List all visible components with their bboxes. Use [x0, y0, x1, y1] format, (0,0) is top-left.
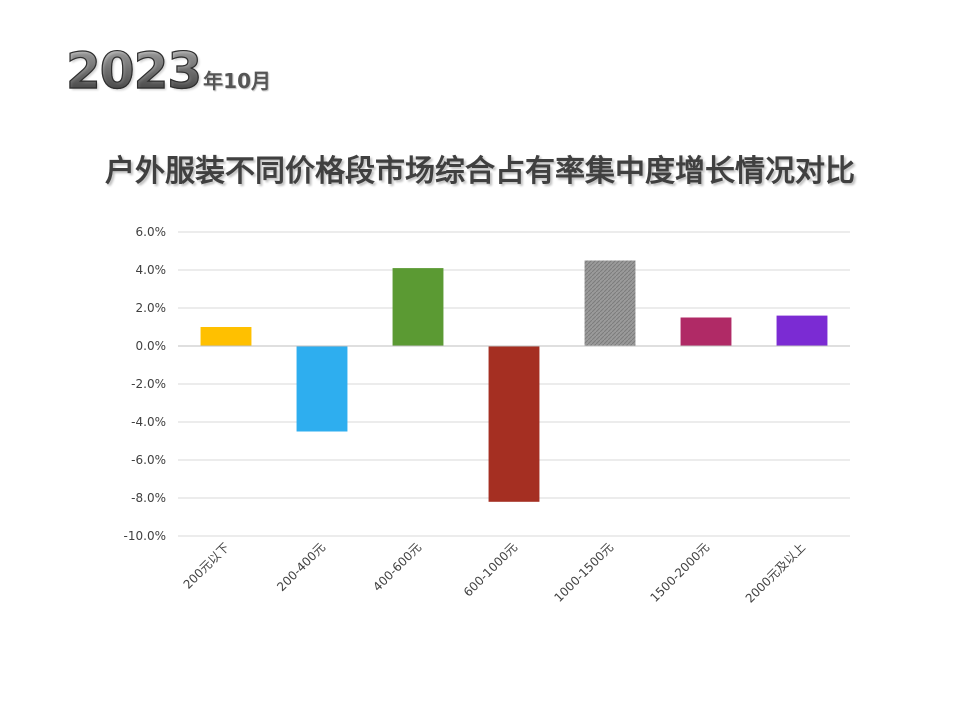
- y-tick-label: -6.0%: [131, 453, 166, 467]
- y-tick-label: -8.0%: [131, 491, 166, 505]
- y-tick-label: 2.0%: [136, 301, 167, 315]
- bar-2: [296, 346, 348, 432]
- bars: [200, 260, 828, 502]
- x-axis-categories: 200元以下 200-400元 400-600元 600-1000元 1000-1500…: [181, 540, 809, 605]
- x-category-label: 1000-1500元: [551, 540, 616, 605]
- bar-7: [776, 315, 828, 346]
- x-category-label: 200元以下: [181, 540, 233, 592]
- y-tick-label: -4.0%: [131, 415, 166, 429]
- bar-3: [392, 268, 444, 346]
- bar-4: [488, 346, 540, 502]
- chart-title: 户外服装不同价格段市场综合占有率集中度增长情况对比: [105, 154, 855, 189]
- x-category-label: 600-1000元: [461, 540, 520, 599]
- date-suffix: 年10月: [203, 69, 272, 93]
- x-category-label: 2000元及以上: [743, 540, 808, 605]
- date-year: 2023: [65, 42, 202, 100]
- bar-1: [200, 327, 252, 346]
- bar-6: [680, 317, 732, 346]
- y-tick-label: 4.0%: [136, 263, 167, 277]
- y-tick-label: 0.0%: [136, 339, 167, 353]
- y-tick-label: -2.0%: [131, 377, 166, 391]
- bar-5: [584, 260, 636, 346]
- y-tick-label: -10.0%: [124, 529, 166, 543]
- x-category-label: 200-400元: [274, 540, 328, 594]
- x-category-label: 400-600元: [370, 540, 424, 594]
- x-category-label: 1500-2000元: [647, 540, 712, 605]
- date-header: 2023 年10月: [65, 42, 272, 100]
- y-axis-ticks: 6.0% 4.0% 2.0% 0.0% -2.0% -4.0% -6.0% -8.0% -10.…: [124, 225, 166, 543]
- y-tick-label: 6.0%: [136, 225, 167, 239]
